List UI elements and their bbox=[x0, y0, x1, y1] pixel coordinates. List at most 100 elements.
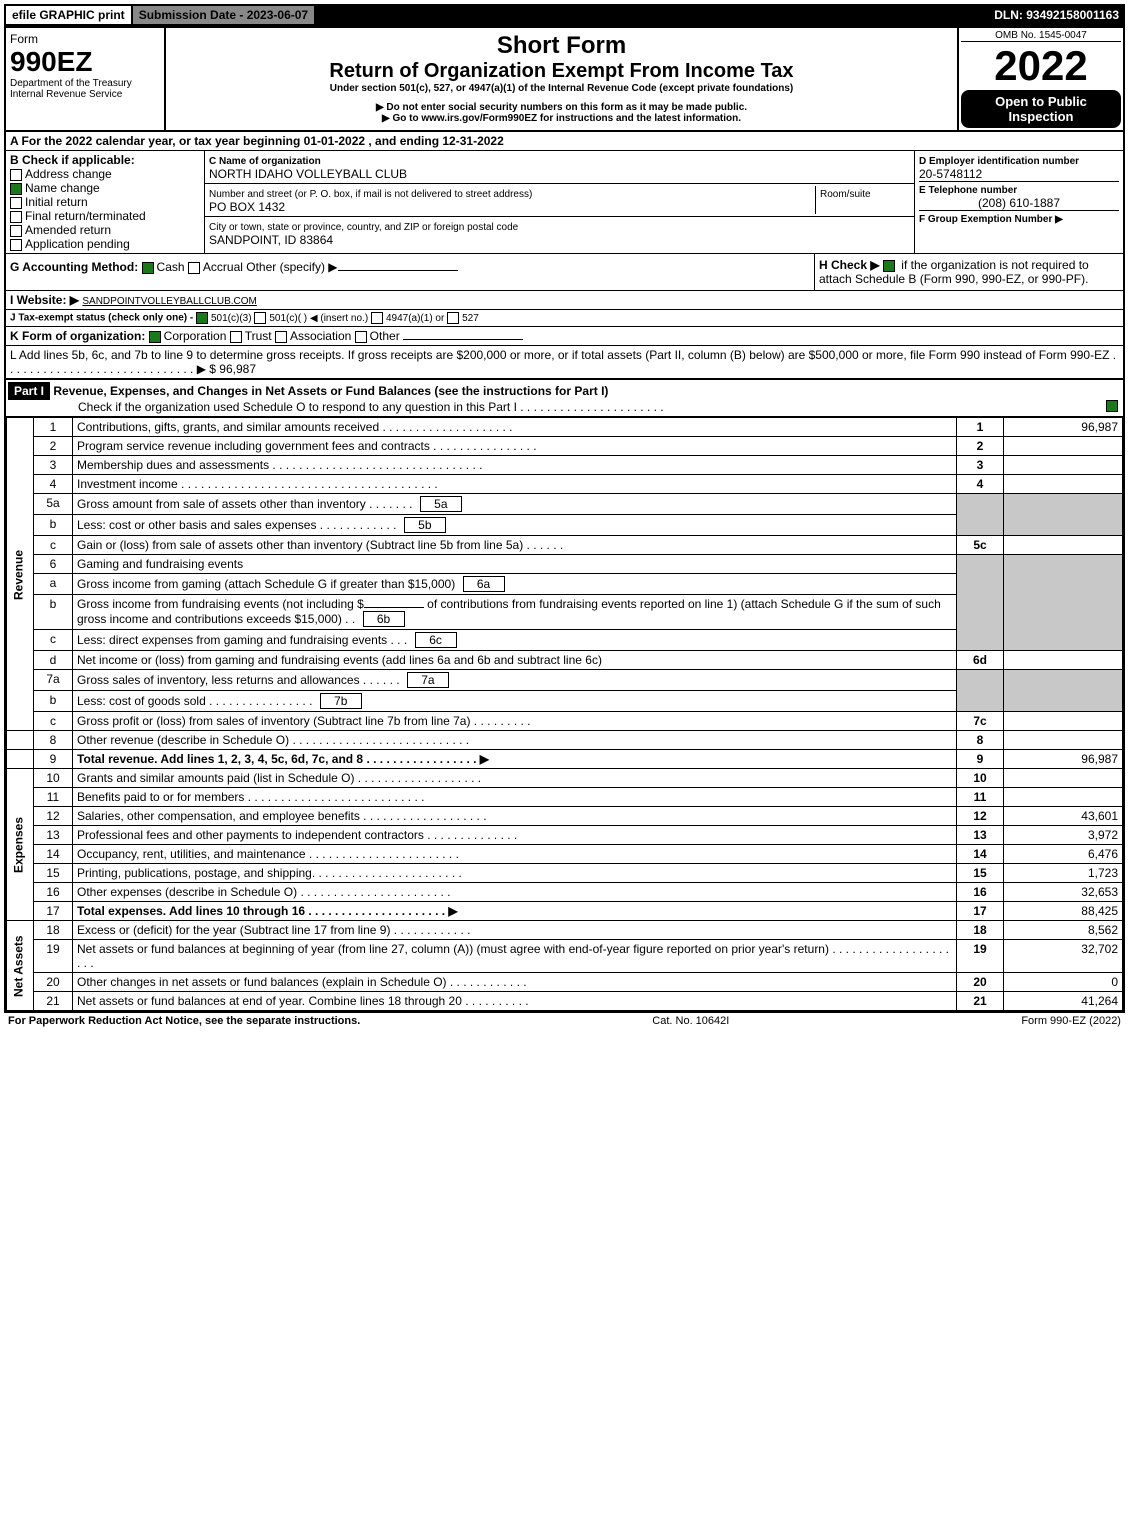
street-value: PO BOX 1432 bbox=[209, 200, 285, 214]
check-amended[interactable]: Amended return bbox=[10, 223, 200, 237]
line-8-amt bbox=[1004, 731, 1123, 750]
footer-left: For Paperwork Reduction Act Notice, see … bbox=[8, 1015, 360, 1027]
k-other[interactable]: Other bbox=[355, 329, 400, 343]
f-label: F Group Exemption Number ▶ bbox=[919, 214, 1063, 225]
box-6a: 6a bbox=[463, 576, 505, 592]
website-link[interactable]: SANDPOINTVOLLEYBALLCLUB.COM bbox=[82, 296, 257, 307]
box-6b: 6b bbox=[363, 611, 405, 627]
check-final[interactable]: Final return/terminated bbox=[10, 209, 200, 223]
line-7b-text: Less: cost of goods sold . . . . . . . .… bbox=[73, 691, 957, 712]
part1-check-text: Check if the organization used Schedule … bbox=[78, 400, 664, 414]
line-21-amt: 41,264 bbox=[1004, 992, 1123, 1011]
c-label: C Name of organization bbox=[209, 156, 321, 167]
box-6c: 6c bbox=[415, 632, 457, 648]
line-3-text: Membership dues and assessments . . . . … bbox=[73, 456, 957, 475]
check-pending[interactable]: Application pending bbox=[10, 237, 200, 251]
line-6d-rn: 6d bbox=[957, 651, 1004, 670]
short-form-title: Short Form bbox=[170, 32, 953, 60]
line-10-amt bbox=[1004, 769, 1123, 788]
line-9-amt: 96,987 bbox=[1004, 750, 1123, 769]
j-527[interactable]: 527 bbox=[447, 313, 479, 324]
k-trust[interactable]: Trust bbox=[230, 329, 272, 343]
line-15-amt: 1,723 bbox=[1004, 864, 1123, 883]
k-assoc[interactable]: Association bbox=[275, 329, 351, 343]
line-12-text: Salaries, other compensation, and employ… bbox=[73, 807, 957, 826]
dln: DLN: 93492158001163 bbox=[988, 6, 1125, 24]
line-18-amt: 8,562 bbox=[1004, 921, 1123, 940]
line-13-text: Professional fees and other payments to … bbox=[73, 826, 957, 845]
j-4947[interactable]: 4947(a)(1) or bbox=[371, 313, 444, 324]
line-7c-text: Gross profit or (loss) from sales of inv… bbox=[73, 712, 957, 731]
l-text: L Add lines 5b, 6c, and 7b to line 9 to … bbox=[10, 348, 1116, 376]
line-6d-no: d bbox=[34, 651, 73, 670]
line-6a-no: a bbox=[34, 574, 73, 595]
line-5b-text: Less: cost or other basis and sales expe… bbox=[73, 515, 957, 536]
k-label: K Form of organization: bbox=[10, 329, 145, 343]
line-4-rn: 4 bbox=[957, 475, 1004, 494]
check-address[interactable]: Address change bbox=[10, 167, 200, 181]
check-name[interactable]: Name change bbox=[10, 181, 200, 195]
line-15-no: 15 bbox=[34, 864, 73, 883]
line-4-amt bbox=[1004, 475, 1123, 494]
line-4-no: 4 bbox=[34, 475, 73, 494]
line-18-no: 18 bbox=[34, 921, 73, 940]
ein: 20-5748112 bbox=[919, 167, 982, 181]
i-label: I Website: ▶ bbox=[10, 293, 79, 307]
expenses-section-label: Expenses bbox=[7, 769, 34, 921]
box-7a: 7a bbox=[407, 672, 449, 688]
line-11-amt bbox=[1004, 788, 1123, 807]
goto-link[interactable]: ▶ Go to www.irs.gov/Form990EZ for instru… bbox=[170, 113, 953, 124]
part1-schedule-o-checkbox[interactable] bbox=[1106, 400, 1118, 412]
line-6a-text: Gross income from gaming (attach Schedul… bbox=[73, 574, 957, 595]
line-6d-amt bbox=[1004, 651, 1123, 670]
g-other[interactable]: Other (specify) ▶ bbox=[246, 260, 457, 274]
line-17-amt: 88,425 bbox=[1004, 902, 1123, 921]
line-14-no: 14 bbox=[34, 845, 73, 864]
g-cash[interactable]: Cash bbox=[142, 260, 185, 274]
g-accrual[interactable]: Accrual bbox=[188, 260, 243, 274]
revenue-section-label: Revenue bbox=[7, 418, 34, 731]
line-13-amt: 3,972 bbox=[1004, 826, 1123, 845]
ssn-warning: ▶ Do not enter social security numbers o… bbox=[170, 102, 953, 113]
section-gh: G Accounting Method: Cash Accrual Other … bbox=[6, 254, 1123, 291]
line-14-amt: 6,476 bbox=[1004, 845, 1123, 864]
line-a: A For the 2022 calendar year, or tax yea… bbox=[6, 132, 1123, 151]
line-6c-text: Less: direct expenses from gaming and fu… bbox=[73, 630, 957, 651]
line-10-no: 10 bbox=[34, 769, 73, 788]
room-label: Room/suite bbox=[820, 189, 871, 200]
box-5a: 5a bbox=[420, 496, 462, 512]
line-17-text: Total expenses. Add lines 10 through 16 … bbox=[73, 902, 957, 921]
box-7b: 7b bbox=[320, 693, 362, 709]
line-20-no: 20 bbox=[34, 973, 73, 992]
j-501c[interactable]: 501(c)( ) ◀ (insert no.) bbox=[254, 313, 368, 324]
open-public: Open to Public Inspection bbox=[961, 90, 1121, 128]
check-initial[interactable]: Initial return bbox=[10, 195, 200, 209]
j-501c3[interactable]: 501(c)(3) bbox=[196, 313, 252, 324]
line-15-text: Printing, publications, postage, and shi… bbox=[73, 864, 957, 883]
line-6b-no: b bbox=[34, 595, 73, 630]
line-17-no: 17 bbox=[34, 902, 73, 921]
line-11-rn: 11 bbox=[957, 788, 1004, 807]
form-header: Form 990EZ Department of the Treasury In… bbox=[6, 28, 1123, 132]
line-7a-no: 7a bbox=[34, 670, 73, 691]
line-7c-rn: 7c bbox=[957, 712, 1004, 731]
line-2-amt bbox=[1004, 437, 1123, 456]
line-6d-text: Net income or (loss) from gaming and fun… bbox=[73, 651, 957, 670]
efile-print-button[interactable]: efile GRAPHIC print bbox=[4, 4, 133, 26]
line-13-rn: 13 bbox=[957, 826, 1004, 845]
e-label: E Telephone number bbox=[919, 185, 1017, 196]
submission-date: Submission Date - 2023-06-07 bbox=[133, 6, 314, 24]
line-19-amt: 32,702 bbox=[1004, 940, 1123, 973]
line-9-rn: 9 bbox=[957, 750, 1004, 769]
city-label: City or town, state or province, country… bbox=[209, 222, 518, 233]
h-label: H Check ▶ bbox=[819, 258, 880, 272]
gray-6 bbox=[957, 555, 1004, 651]
box-5b: 5b bbox=[404, 517, 446, 533]
line-12-rn: 12 bbox=[957, 807, 1004, 826]
line-17-rn: 17 bbox=[957, 902, 1004, 921]
gray-6-amt bbox=[1004, 555, 1123, 651]
page-footer: For Paperwork Reduction Act Notice, see … bbox=[4, 1013, 1125, 1029]
h-checkbox[interactable] bbox=[883, 260, 895, 272]
k-corp[interactable]: Corporation bbox=[149, 329, 227, 343]
line-6-text: Gaming and fundraising events bbox=[73, 555, 957, 574]
